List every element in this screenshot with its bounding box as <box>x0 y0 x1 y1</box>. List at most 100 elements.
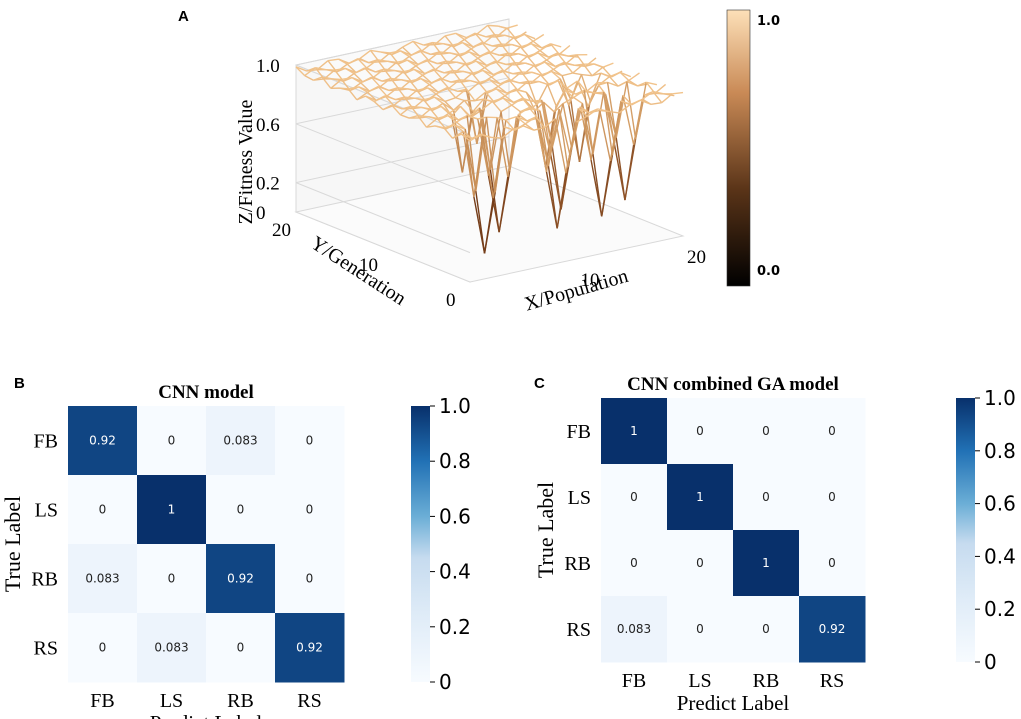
surface-line <box>522 125 535 131</box>
surface-line <box>535 116 548 173</box>
surface-line <box>474 91 487 102</box>
colorbar-tick-label: 0.8 <box>984 439 1016 463</box>
surface-line <box>600 72 610 78</box>
surface-line <box>372 68 385 78</box>
surface-line <box>557 80 568 89</box>
surface-line <box>551 103 564 148</box>
surface-line <box>483 98 493 103</box>
cell-value-label: 0.083 <box>617 622 651 636</box>
surface-line <box>366 59 378 69</box>
surface-line <box>620 100 631 106</box>
heatmap-cell <box>601 596 668 663</box>
surface-line <box>364 67 376 73</box>
panel-label-a: A <box>178 8 189 25</box>
surface-line <box>572 72 582 76</box>
x-tick-label: 10 <box>581 270 600 291</box>
colorbar-tick-label: 0.6 <box>439 504 471 528</box>
surface-line <box>530 43 541 52</box>
surface-line <box>426 59 438 65</box>
surface-line <box>470 41 483 50</box>
surface-line <box>417 115 429 118</box>
surface-line <box>481 135 494 199</box>
colorbar-tick-label: 1.0 <box>757 14 780 29</box>
surface-line <box>598 76 610 86</box>
cell-value-label: 0 <box>696 424 704 438</box>
surface-line <box>357 58 368 69</box>
colorbar-tick-label: 1.0 <box>984 386 1016 410</box>
surface-line <box>419 49 431 55</box>
surface-line <box>477 116 487 120</box>
surface-line <box>357 58 369 64</box>
surface-line <box>469 79 480 84</box>
surface-line <box>384 95 396 101</box>
surface-line <box>618 104 631 114</box>
cell-value-label: 0 <box>99 641 107 655</box>
surface-line <box>565 121 578 174</box>
surface-line <box>412 40 423 52</box>
surface-line <box>439 51 450 54</box>
surface-line <box>459 79 471 82</box>
cell-value-label: 0.92 <box>819 622 846 636</box>
surface-line <box>440 105 451 114</box>
surface-line <box>498 176 509 233</box>
surface-line <box>562 96 574 105</box>
surface-line <box>408 50 421 58</box>
surface-line <box>377 86 388 97</box>
cell-value-label: 0 <box>306 572 314 586</box>
surface-line <box>505 119 516 131</box>
surface-line <box>463 70 473 75</box>
surface-line <box>365 95 375 103</box>
surface-line <box>460 133 471 142</box>
cell-value-label: 0 <box>168 572 176 586</box>
surface-line <box>447 115 457 123</box>
y-tick-label: 0 <box>446 290 456 311</box>
surface-line <box>466 114 479 120</box>
surface-line <box>406 59 417 67</box>
surface-line <box>482 69 492 78</box>
surface-line <box>435 87 448 95</box>
surface-line <box>426 125 436 128</box>
surface-line <box>459 105 470 117</box>
surface-line <box>502 97 513 106</box>
surface-line <box>592 92 605 155</box>
surface-line <box>403 68 415 73</box>
heatmap-cnn: CNN model 0.92 0 0.083 0 FB 0 1 0 0 LS 0.083 0 0.92 0 R… <box>0 382 471 719</box>
surface-line <box>404 96 416 99</box>
surface-line <box>545 118 556 173</box>
heatmap-cell <box>667 398 734 465</box>
surface-line <box>503 126 513 131</box>
surface-line <box>547 109 560 167</box>
surface-line <box>364 67 374 78</box>
y-tick-label: RB <box>564 553 591 575</box>
surface-line <box>622 95 635 145</box>
cell-value-label: 1 <box>168 503 176 517</box>
surface-line <box>446 87 458 92</box>
heatmap-cell <box>601 530 668 597</box>
x-tick-label: RB <box>227 690 254 712</box>
surface-line <box>503 62 516 72</box>
surface-line <box>577 107 588 117</box>
surface-line <box>469 133 482 142</box>
colorbar-tick-label: 0.8 <box>439 449 471 473</box>
colorbar-tick-label: 1.0 <box>439 394 471 418</box>
surface-line <box>501 69 512 82</box>
surface-line <box>510 71 522 82</box>
surface-line <box>346 58 359 65</box>
surface-line <box>518 53 528 57</box>
surface-line <box>494 60 505 72</box>
surface-line <box>581 73 593 77</box>
surface-line <box>409 77 421 82</box>
surface-line <box>451 41 463 46</box>
y-tick-label: FB <box>567 421 591 443</box>
surface-line <box>473 135 484 197</box>
surface-line <box>549 152 562 210</box>
surface-line <box>492 97 504 103</box>
surface-line <box>561 72 573 77</box>
y-tick-label: 20 <box>272 220 291 241</box>
surface-line <box>466 115 477 192</box>
surface-line <box>608 110 620 114</box>
z-tick-label: 0 <box>256 203 266 224</box>
surface-line <box>408 115 418 119</box>
heatmap-cell <box>206 406 276 476</box>
surface-line <box>553 89 566 113</box>
